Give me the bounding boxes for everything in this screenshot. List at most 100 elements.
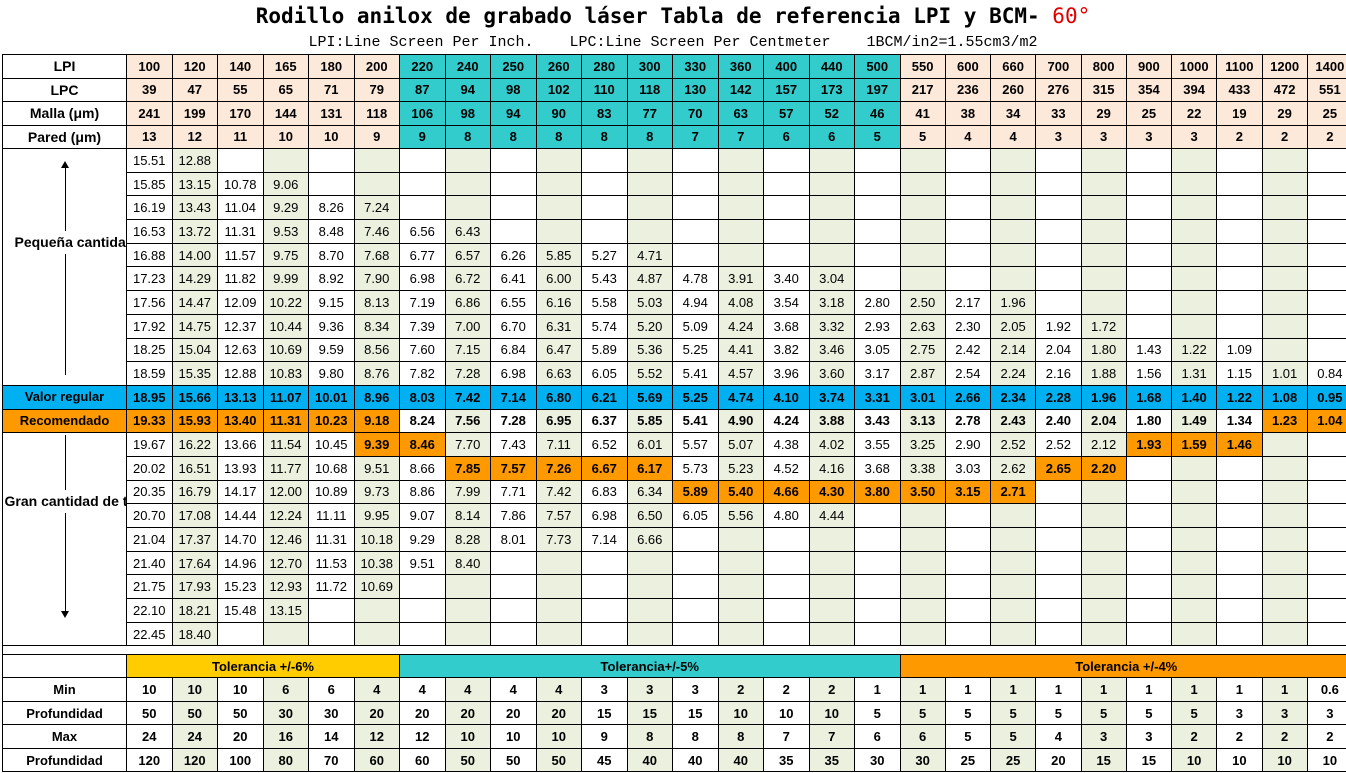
bcm-cell bbox=[854, 621, 901, 647]
bcm-cell: 2.17 bbox=[944, 290, 992, 315]
header-cell: 200 bbox=[353, 54, 400, 79]
bcm-cell: 5.85 bbox=[535, 242, 582, 268]
bcm-cell: 6.34 bbox=[626, 479, 673, 505]
bcm-cell bbox=[717, 574, 764, 600]
depth-cell: 5 bbox=[944, 724, 992, 749]
bcm-cell: 1.04 bbox=[1306, 408, 1346, 434]
bcm-cell bbox=[1170, 550, 1218, 576]
bcm-cell: 6.70 bbox=[490, 313, 537, 339]
bcm-cell bbox=[808, 148, 855, 173]
bcm-cell: 6.98 bbox=[490, 361, 537, 386]
bcm-cell bbox=[808, 219, 855, 244]
large-ink-label-cell: Gran cantidad de tinta bbox=[2, 432, 127, 647]
header-cell: 8 bbox=[444, 124, 491, 149]
bcm-cell: 2.66 bbox=[944, 384, 992, 410]
bcm-cell bbox=[899, 266, 946, 292]
header-cell: 118 bbox=[353, 101, 400, 126]
value-row: 21.40 17.64 14.96 12.70 11.53 10.38 9.51 8.40 bbox=[3, 550, 1346, 576]
header-cell: 130 bbox=[672, 77, 719, 102]
bcm-cell bbox=[1261, 148, 1308, 173]
bcm-cell: 7.57 bbox=[490, 455, 537, 481]
depth-cell: 2 bbox=[1306, 724, 1346, 749]
header-cell: 180 bbox=[308, 54, 355, 79]
arrow-down-icon bbox=[60, 611, 69, 619]
header-cell: 3 bbox=[1170, 124, 1218, 149]
bcm-cell: 16.22 bbox=[171, 432, 218, 457]
depth-cell: 20 bbox=[1035, 747, 1082, 773]
bcm-cell bbox=[1080, 479, 1127, 505]
bcm-cell: 10.89 bbox=[308, 479, 355, 505]
bcm-cell bbox=[1261, 337, 1308, 363]
header-cell: 2 bbox=[1261, 124, 1308, 149]
header-cell: 8 bbox=[626, 124, 673, 149]
bcm-cell bbox=[1306, 574, 1346, 600]
depth-cell: 80 bbox=[262, 747, 309, 773]
bcm-cell bbox=[1306, 290, 1346, 315]
recommended-label: Recomendado bbox=[2, 408, 127, 434]
bcm-cell bbox=[1261, 550, 1308, 576]
bcm-cell bbox=[490, 598, 537, 623]
bcm-cell: 12.88 bbox=[171, 148, 218, 173]
bcm-cell: 16.79 bbox=[171, 479, 218, 505]
bcm-cell bbox=[1306, 598, 1346, 623]
bcm-cell: 3.05 bbox=[854, 337, 901, 363]
bcm-cell bbox=[763, 242, 810, 268]
header-cell: 10 bbox=[308, 124, 355, 149]
bcm-cell: 5.25 bbox=[672, 384, 719, 410]
bcm-cell bbox=[944, 527, 992, 552]
header-cell: 315 bbox=[1080, 77, 1127, 102]
bcm-cell bbox=[1170, 148, 1218, 173]
bcm-cell: 8.46 bbox=[399, 432, 446, 457]
depth-cell: 5 bbox=[899, 700, 946, 726]
bcm-cell bbox=[899, 550, 946, 576]
bcm-cell bbox=[808, 242, 855, 268]
bcm-cell: 3.54 bbox=[763, 290, 810, 315]
depth-cell: 30 bbox=[262, 700, 309, 726]
header-cell: 144 bbox=[262, 101, 309, 126]
bcm-cell bbox=[1306, 621, 1346, 647]
bcm-cell bbox=[1306, 479, 1346, 505]
bcm-cell: 3.38 bbox=[899, 455, 946, 481]
bcm-cell: 7.14 bbox=[581, 527, 628, 552]
depth-cell: 4 bbox=[490, 677, 537, 702]
bcm-cell: 7.46 bbox=[353, 219, 400, 244]
depth-cell: 1 bbox=[1216, 677, 1263, 702]
bcm-cell bbox=[1035, 290, 1082, 315]
bcm-cell: 9.07 bbox=[399, 503, 446, 528]
bcm-cell bbox=[581, 598, 628, 623]
bcm-cell: 10.22 bbox=[262, 290, 309, 315]
bcm-cell: 5.07 bbox=[717, 432, 764, 457]
bcm-cell bbox=[717, 148, 764, 173]
bcm-cell: 4.90 bbox=[717, 408, 764, 434]
header-cell: 500 bbox=[854, 54, 901, 79]
header-cell: 2 bbox=[1306, 124, 1346, 149]
bcm-cell: 3.01 bbox=[899, 384, 946, 410]
bcm-cell bbox=[1125, 621, 1173, 647]
bcm-cell bbox=[1261, 219, 1308, 244]
bcm-cell bbox=[854, 171, 901, 197]
bcm-cell: 7.42 bbox=[444, 384, 491, 410]
bcm-cell: 15.66 bbox=[171, 384, 218, 410]
bcm-cell bbox=[672, 219, 719, 244]
bcm-cell: 9.29 bbox=[399, 527, 446, 552]
value-row: 16.88 14.00 11.57 9.75 8.70 7.68 6.77 6.57 6.26 5… bbox=[3, 242, 1346, 268]
bcm-cell bbox=[1216, 242, 1263, 268]
bcm-cell bbox=[1035, 503, 1082, 528]
depth-cell: 30 bbox=[899, 747, 946, 773]
bcm-cell: 1.68 bbox=[1125, 384, 1173, 410]
bcm-cell bbox=[1170, 171, 1218, 197]
bcm-cell: 13.43 bbox=[171, 195, 218, 221]
bcm-cell: 12.09 bbox=[217, 290, 264, 315]
depth-cell: 50 bbox=[217, 700, 264, 726]
bcm-cell: 7.42 bbox=[535, 479, 582, 505]
bcm-cell: 6.52 bbox=[581, 432, 628, 457]
bcm-cell: 15.04 bbox=[171, 337, 218, 363]
bcm-cell bbox=[944, 171, 992, 197]
bcm-cell: 5.85 bbox=[626, 408, 673, 434]
depth-cell: 1 bbox=[1125, 677, 1173, 702]
header-cell: 33 bbox=[1035, 101, 1082, 126]
bcm-cell: 3.25 bbox=[899, 432, 946, 457]
bcm-cell bbox=[1261, 171, 1308, 197]
bcm-cell bbox=[399, 171, 446, 197]
bcm-cell: 7.70 bbox=[444, 432, 491, 457]
